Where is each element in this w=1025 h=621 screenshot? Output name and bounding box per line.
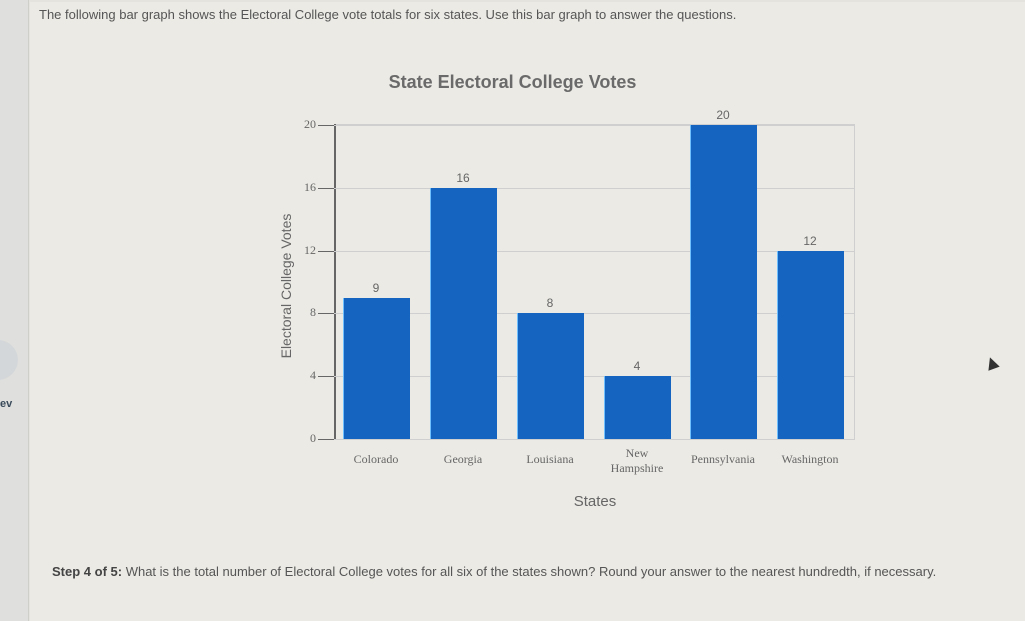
y-axis-label: Electoral College Votes [278, 213, 294, 359]
x-category-label: Colorado [353, 452, 399, 466]
previous-label[interactable]: ev [0, 398, 13, 410]
y-tick-label: 12 [304, 242, 316, 257]
question-body: What is the total number of Electoral Co… [122, 564, 937, 579]
bar-pennsylvania [690, 125, 757, 439]
x-category-label: Washington [781, 452, 839, 466]
y-tick [318, 250, 334, 252]
bar-value-label: 4 [633, 359, 641, 374]
y-tick [318, 376, 334, 378]
left-sidebar-strip: ev [0, 0, 29, 621]
question-panel [30, 2, 1025, 621]
x-axis-label: States [573, 493, 617, 510]
bar-value-label: 16 [456, 170, 470, 185]
previous-button[interactable] [0, 340, 18, 380]
y-tick-label: 8 [310, 305, 316, 320]
bar-value-label: 9 [372, 280, 380, 295]
gridline [334, 187, 854, 189]
x-category-label: Pennsylvania [691, 452, 755, 466]
bar-washington [777, 250, 844, 439]
gridline [334, 313, 854, 315]
bar-value-label: 8 [546, 296, 554, 311]
x-category-label: Louisiana [526, 452, 574, 466]
y-tick [318, 187, 334, 189]
y-tick [318, 125, 334, 126]
y-tick-label: 4 [310, 368, 316, 383]
chart-title: State Electoral College Votes [388, 72, 637, 92]
y-tick-label: 16 [304, 179, 316, 194]
bar-georgia [430, 187, 497, 439]
bar-value-label: 20 [716, 108, 730, 122]
y-axis [318, 124, 336, 439]
question-text: Step 4 of 5: What is the total number of… [52, 563, 1022, 581]
bar-value-label: 12 [803, 233, 817, 248]
y-tick-label: 0 [310, 431, 316, 445]
x-category-label: Georgia [443, 452, 483, 466]
plot-area [334, 124, 855, 440]
bar-new-hampshire [604, 376, 671, 439]
x-category-label: New Hampshire [610, 446, 664, 475]
gridline [334, 250, 854, 252]
intro-text: The following bar graph shows the Electo… [39, 7, 737, 22]
gridline [334, 125, 854, 126]
step-label: Step 4 of 5: [52, 564, 123, 579]
gridline [334, 376, 854, 378]
y-tick-label: 20 [304, 117, 316, 131]
bar-louisiana [517, 313, 584, 439]
bar-colorado [343, 297, 410, 439]
y-tick [318, 439, 334, 440]
y-tick [318, 313, 334, 315]
